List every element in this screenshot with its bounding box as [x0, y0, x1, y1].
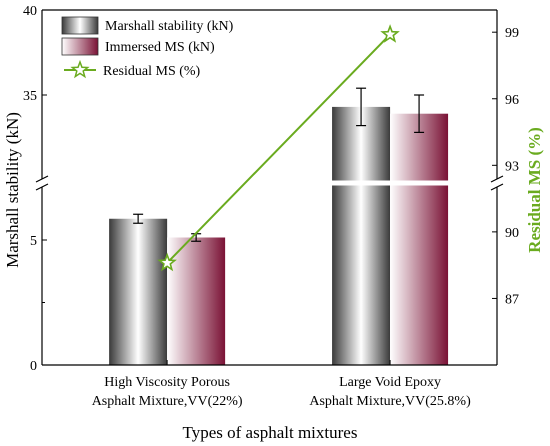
category-label-0: Asphalt Mixture,VV(22%): [92, 394, 243, 409]
x-axis-title: Types of asphalt mixtures: [183, 423, 358, 442]
error-bar-1-1: [414, 94, 425, 133]
bar-marshall-stability-0: [109, 218, 168, 365]
legend-label-residual-ms: Residual MS (%): [103, 64, 201, 79]
left-axis-break-mark: [35, 183, 49, 191]
left-tick-label: 35: [23, 89, 37, 104]
axes-layer: 0 5 35 40 87 90 93 96 99 High Viscosity Porous Asp…: [3, 4, 544, 442]
bar-marshall-stability-1: [332, 106, 391, 366]
residual-ms-line: [166, 33, 391, 264]
residual-ms-point-star-icon-1: [380, 24, 400, 43]
residual-line-layer: [157, 24, 400, 272]
right-tick-label: 93: [505, 159, 519, 174]
left-tick-label: 0: [30, 359, 37, 374]
right-tick-label: 90: [505, 226, 519, 241]
y2-axis-title: Residual MS (%): [525, 127, 544, 253]
right-tick-label: 99: [505, 26, 519, 41]
error-bars-layer: [133, 87, 425, 242]
axis-break-band: [43, 180, 496, 186]
right-axis-break-mark: [490, 175, 504, 183]
right-tick-label: 87: [505, 292, 519, 307]
bar-immersed-ms-0: [167, 237, 226, 365]
legend-swatch-marshall-stability: [61, 16, 99, 35]
legend-label-immersed-ms: Immersed MS (kN): [105, 40, 215, 55]
error-bar-0-1: [356, 87, 367, 127]
bar-immersed-ms-1: [390, 113, 449, 365]
category-label-1: Large Void Epoxy: [339, 375, 441, 390]
residual-ms-point-star-icon-0: [157, 252, 177, 272]
legend: Marshall stability (kN) Immersed MS (kN)…: [61, 16, 234, 79]
left-tick-label: 5: [30, 234, 37, 249]
right-axis-break-mark: [490, 183, 504, 191]
legend-swatch-residual-ms-star-icon: [70, 59, 90, 79]
left-tick-label: 40: [23, 4, 37, 19]
legend-label-marshall-stability: Marshall stability (kN): [105, 19, 234, 34]
legend-swatch-immersed-ms: [61, 37, 99, 56]
category-label-0: High Viscosity Porous: [104, 375, 230, 390]
category-label-1: Asphalt Mixture,VV(25.8%): [309, 394, 471, 409]
y-axis-title: Marshall stability (kN): [3, 112, 22, 268]
bars-layer: [43, 106, 496, 366]
left-axis-break-mark: [35, 175, 49, 183]
right-tick-label: 96: [505, 93, 519, 108]
error-bar-0-0: [133, 213, 144, 224]
